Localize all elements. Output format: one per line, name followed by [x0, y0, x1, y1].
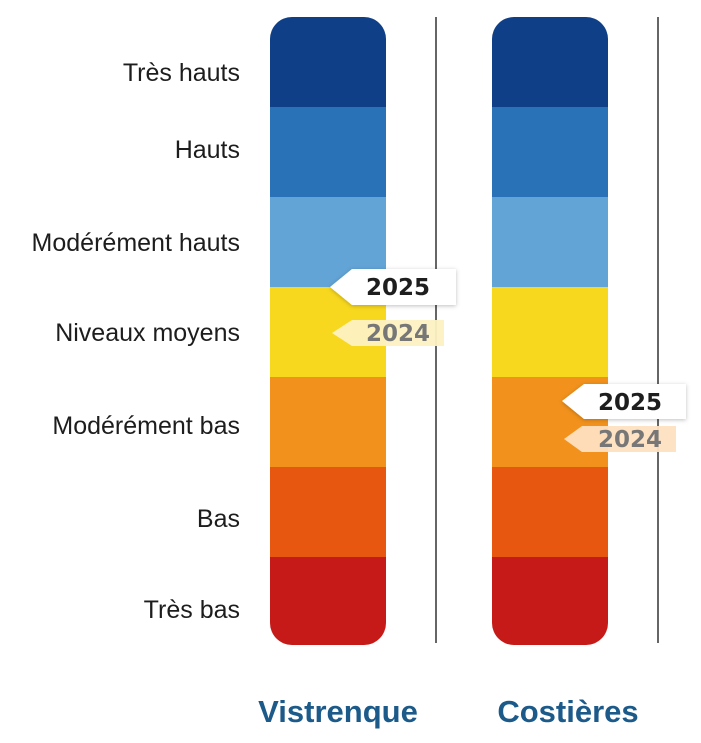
current-year-label: 2025 [366, 275, 430, 301]
marker-tag-shape [330, 269, 456, 305]
level-label: Niveaux moyens [55, 319, 240, 347]
current-year-marker: 2025 [562, 384, 686, 419]
level-label: Bas [197, 505, 240, 533]
aquifer-name: Costières [497, 694, 638, 729]
aquifer-column-costieres: 2024 2025 Costières [492, 17, 686, 729]
level-label: Hauts [175, 136, 240, 164]
current-year-label: 2025 [598, 390, 662, 416]
level-label: Très bas [144, 596, 240, 624]
current-year-marker: 2025 [330, 269, 456, 305]
aquifer-name: Vistrenque [258, 694, 418, 729]
level-segment-moderement-bas [270, 377, 386, 468]
marker-tag-shape [562, 384, 686, 419]
level-segment-niveaux-moyens [492, 287, 608, 378]
previous-year-marker: 2024 [332, 320, 444, 347]
level-segment-tres-bas [492, 557, 608, 645]
level-segment-hauts [492, 107, 608, 198]
level-bar [492, 17, 608, 645]
level-label: Modérément hauts [32, 229, 240, 257]
level-labels: Très hauts Hauts Modérément hauts Niveau… [32, 59, 240, 624]
level-segment-moderement-hauts [492, 197, 608, 288]
level-segment-hauts [270, 107, 386, 198]
marker-tag-shape [332, 320, 444, 346]
previous-year-marker: 2024 [564, 426, 676, 453]
marker-tag-shape [564, 426, 676, 452]
level-segment-tres-bas [270, 557, 386, 645]
level-segment-tres-hauts [492, 17, 608, 108]
level-segment-bas [270, 467, 386, 558]
level-label: Modérément bas [52, 412, 240, 440]
level-segment-bas [492, 467, 608, 558]
aquifer-column-vistrenque: 2024 2025 Vistrenque [258, 17, 456, 729]
previous-year-label: 2024 [598, 427, 662, 453]
level-label: Très hauts [123, 59, 240, 87]
previous-year-label: 2024 [366, 321, 430, 347]
level-segment-tres-hauts [270, 17, 386, 108]
